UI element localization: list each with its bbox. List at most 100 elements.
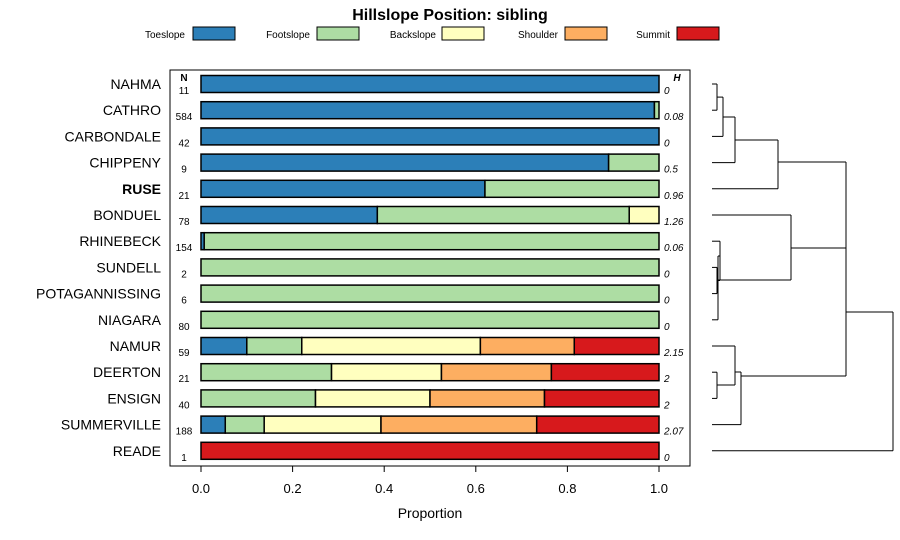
row-label-carbondale: CARBONDALE (65, 128, 161, 144)
row-label-nahma: NAHMA (110, 76, 161, 92)
legend-label-summit: Summit (636, 30, 670, 41)
row-label-bonduel: BONDUEL (93, 207, 161, 223)
n-value-summerville: 188 (176, 427, 193, 438)
bar-summerville-shoulder (380, 415, 538, 434)
row-label-reade: READE (113, 443, 161, 459)
x-tick-label-2: 0.4 (375, 481, 393, 496)
bar-bonduel-backslope (628, 205, 660, 225)
bar-deerton-summit (550, 362, 660, 382)
x-axis-title: Proportion (398, 505, 463, 521)
h-value-sundell: 0 (664, 269, 670, 280)
bar-reade-summit (200, 441, 660, 461)
n-value-niagara: 80 (178, 322, 190, 333)
n-value-deerton: 21 (178, 374, 190, 385)
x-tick-label-0: 0.0 (192, 481, 210, 496)
bar-cathro-toeslope (200, 100, 656, 120)
bar-namur-backslope (301, 336, 482, 356)
h-value-ruse: 0.96 (664, 191, 684, 202)
row-label-summerville: SUMMERVILLE (61, 417, 161, 433)
n-value-chippeny: 9 (181, 165, 187, 176)
h-value-namur: 2.15 (663, 348, 684, 359)
bar-chippeny-footslope (607, 153, 660, 172)
h-value-carbondale: 0 (664, 138, 670, 149)
h-value-rhinebeck: 0.06 (664, 243, 684, 254)
legend-label-footslope: Footslope (266, 30, 310, 41)
h-value-nahma: 0 (664, 86, 670, 97)
bar-deerton-shoulder (440, 362, 553, 382)
h-value-bonduel: 1.26 (664, 217, 684, 228)
bar-bonduel-toeslope (200, 205, 379, 225)
bar-summerville-toeslope (200, 415, 227, 434)
row-label-ensign: ENSIGN (107, 390, 161, 406)
bar-niagara-footslope (200, 310, 660, 330)
h-value-niagara: 0 (664, 322, 670, 333)
h-value-reade: 0 (664, 453, 670, 464)
h-value-chippeny: 0.5 (664, 165, 678, 176)
bar-summerville-summit (535, 415, 660, 434)
bar-deerton-footslope (200, 362, 333, 382)
h-value-deerton: 2 (663, 374, 670, 385)
legend-label-shoulder: Shoulder (518, 30, 559, 41)
n-value-rhinebeck: 154 (176, 243, 193, 254)
row-labels: NAHMA CATHRO CARBONDALE CHIPPENY RUSE BONDUEL… (36, 76, 162, 459)
bar-potagannissing-footslope (200, 284, 660, 303)
bar-ensign-summit (543, 389, 660, 408)
dendrogram (712, 83, 894, 452)
h-value-ensign: 2 (663, 400, 670, 411)
legend-label-backslope: Backslope (390, 30, 437, 41)
n-value-namur: 59 (178, 348, 190, 359)
legend-swatch-backslope (441, 26, 485, 41)
row-label-niagara: NIAGARA (98, 312, 162, 328)
n-value-sundell: 2 (181, 269, 187, 280)
bar-sundell-footslope (200, 258, 660, 277)
row-label-rhinebeck: RHINEBECK (79, 233, 161, 249)
row-label-sundell: SUNDELL (96, 259, 161, 275)
bar-carbondale-toeslope (200, 127, 660, 146)
n-values: 11 584 42 9 21 78 154 2 6 80 59 21 40 188 1 (176, 86, 193, 464)
legend-label-toeslope: Toeslope (145, 30, 185, 41)
bars (200, 74, 660, 461)
n-value-carbondale: 42 (178, 138, 190, 149)
h-column-header: H (673, 73, 681, 84)
h-value-potagannissing: 0 (664, 296, 670, 307)
row-label-deerton: DEERTON (93, 364, 161, 380)
legend-swatch-footslope (316, 26, 360, 41)
h-value-summerville: 2.07 (663, 427, 684, 438)
row-label-cathro: CATHRO (103, 102, 161, 118)
row-label-potagannissing: POTAGANNISSING (36, 286, 161, 302)
n-value-bonduel: 78 (178, 217, 190, 228)
n-value-ensign: 40 (178, 400, 190, 411)
bar-namur-summit (573, 336, 660, 356)
n-value-cathro: 584 (176, 112, 193, 123)
bar-namur-shoulder (479, 336, 576, 356)
legend-swatch-toeslope (192, 26, 236, 41)
h-values: 0 0.08 0 0.5 0.96 1.26 0.06 0 0 0 2.15 2 2 2.07 0 (663, 86, 684, 464)
x-tick-label-3: 0.6 (467, 481, 485, 496)
bar-namur-footslope (246, 336, 303, 356)
bar-deerton-backslope (330, 362, 443, 382)
x-tick-label-4: 0.8 (558, 481, 576, 496)
bar-summerville-footslope (224, 415, 265, 434)
bar-namur-toeslope (200, 336, 248, 356)
bar-chippeny-toeslope (200, 153, 610, 172)
bar-cathro-footslope (653, 100, 660, 120)
bar-ensign-footslope (200, 389, 317, 408)
h-value-cathro: 0.08 (664, 112, 684, 123)
bar-ruse-footslope (484, 179, 660, 199)
n-value-reade: 1 (181, 453, 187, 464)
x-tick-label-5: 1.0 (650, 481, 668, 496)
legend-swatch-shoulder (564, 26, 608, 41)
bar-ensign-shoulder (429, 389, 546, 408)
bar-ensign-backslope (314, 389, 431, 408)
legend-swatch-summit (676, 26, 720, 41)
bar-ruse-toeslope (200, 179, 486, 199)
row-label-chippeny: CHIPPENY (89, 155, 161, 171)
bar-bonduel-footslope (376, 205, 630, 225)
n-column-header: N (180, 73, 187, 84)
row-label-namur: NAMUR (110, 338, 161, 354)
bar-rhinebeck-footslope (203, 231, 660, 251)
n-value-ruse: 21 (178, 191, 190, 202)
x-tick-label-1: 0.2 (284, 481, 302, 496)
n-value-potagannissing: 6 (181, 296, 187, 307)
